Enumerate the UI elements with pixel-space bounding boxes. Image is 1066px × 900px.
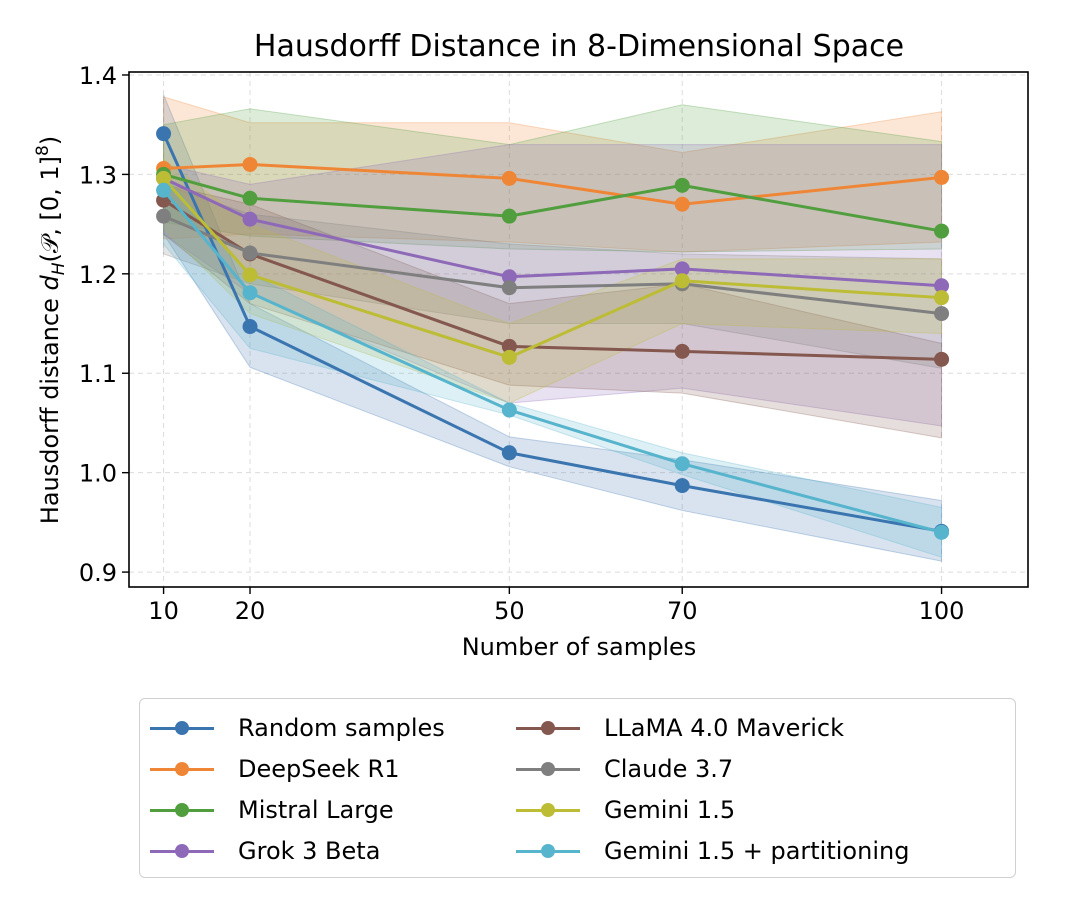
chart-title: Hausdorff Distance in 8-Dimensional Spac… [254,29,904,64]
y-axis-label: Hausdorff distance dH(𝒫, [0, 1]8) [33,136,69,524]
point-deepseek-r1 [242,156,258,172]
x-axis-label: Number of samples [462,633,697,660]
legend-swatch-icon [150,759,214,779]
legend-label: Grok 3 Beta [238,836,381,865]
legend-label: Random samples [238,713,445,742]
legend-label: Mistral Large [238,795,394,824]
point-claude-3-7 [934,306,950,322]
point-deepseek-r1 [934,169,950,185]
legend-label: Gemini 1.5 [604,795,736,824]
point-gemini-1-5 [674,273,690,289]
x-tick-label: 10 [148,597,179,625]
y-tick-label: 1.2 [79,261,117,289]
plot-frame [128,71,1029,588]
legend-swatch-icon [516,759,580,779]
point-claude-3-7 [501,280,517,296]
legend-item: Claude 3.7 [506,748,909,789]
x-axis-ticks: 10 20 50 70 100 [148,587,964,625]
legend-label: LLaMA 4.0 Maverick [604,713,845,742]
legend-column-right: LLaMA 4.0 Maverick Claude 3.7 Gemini 1.5 Ge… [506,707,909,871]
legend-swatch-icon [150,800,214,820]
band-mistral-large [163,104,943,253]
y-tick-label: 1.0 [79,460,117,488]
series-gemini-1-5 [156,170,950,365]
series-lines [156,126,950,540]
point-random-samples [156,126,172,142]
legend-item: Mistral Large [140,789,445,830]
legend-column-left: Random samples DeepSeek R1 Mistral Large Gr… [140,707,445,871]
legend-item: Grok 3 Beta [140,830,445,871]
point-gemini-1-5 [501,349,517,365]
legend-label: DeepSeek R1 [238,754,400,783]
point-grok-3-beta [934,278,950,294]
chart: Hausdorff Distance in 8-Dimensional Spac… [33,29,1029,660]
y-tick-label: 0.9 [79,559,117,587]
y-axis-ticks: 0.9 1.0 1.1 1.2 1.3 1.4 [79,62,129,587]
point-deepseek-r1 [674,196,690,212]
point-llama-4-0-maverick [934,351,950,367]
point-grok-3-beta [674,261,690,277]
point-random-samples [674,478,690,494]
point-gemini-1-5-partitioning [501,402,517,418]
point-claude-3-7 [156,208,172,224]
legend-swatch-icon [150,718,214,738]
legend-swatch-icon [516,718,580,738]
legend-marker-icon [541,843,555,858]
legend-label: Claude 3.7 [604,754,734,783]
y-axis-label-close: ) [36,136,64,145]
band-random-samples [163,94,943,562]
legend-marker-icon [175,802,189,817]
legend-marker-icon [175,720,189,735]
series-gemini-1-5-partitioning [156,182,950,540]
point-gemini-1-5-partitioning [674,456,690,472]
point-random-samples [501,445,517,461]
band-llama-4-0-maverick [163,183,943,439]
x-tick-label: 70 [667,597,698,625]
legend-item: Random samples [140,707,445,748]
point-gemini-1-5-partitioning [934,524,950,540]
y-axis-label-suffix: (𝒫, [0, 1] [36,156,64,262]
point-deepseek-r1 [501,170,517,186]
legend-marker-icon [541,802,555,817]
point-gemini-1-5 [242,267,258,283]
point-grok-3-beta [242,211,258,227]
point-gemini-1-5-partitioning [156,182,172,198]
point-mistral-large [674,177,690,193]
x-tick-label: 100 [919,597,965,625]
legend-marker-icon [541,720,555,735]
legend-item: DeepSeek R1 [140,748,445,789]
y-tick-label: 1.4 [79,62,117,90]
legend-marker-icon [175,761,189,776]
y-tick-label: 1.3 [79,161,117,189]
legend-item: Gemini 1.5 [506,789,909,830]
point-mistral-large [934,223,950,239]
x-tick-label: 20 [235,597,266,625]
point-llama-4-0-maverick [501,338,517,354]
point-gemini-1-5-partitioning [242,285,258,301]
legend-item: LLaMA 4.0 Maverick [506,707,909,748]
legend-swatch-icon [150,841,214,861]
y-tick-label: 1.1 [79,360,117,388]
point-llama-4-0-maverick [674,343,690,359]
legend: Random samples DeepSeek R1 Mistral Large Gr… [139,698,1016,878]
point-random-samples [242,319,258,335]
point-mistral-large [501,208,517,224]
legend-swatch-icon [516,800,580,820]
x-tick-label: 50 [494,597,525,625]
legend-marker-icon [541,761,555,776]
y-axis-label-prefix: Hausdorff distance [36,290,64,524]
point-mistral-large [242,190,258,206]
point-gemini-1-5 [934,290,950,306]
point-claude-3-7 [242,245,258,261]
point-gemini-1-5 [156,170,172,186]
y-axis-label-math: d [36,274,64,290]
legend-marker-icon [175,843,189,858]
point-grok-3-beta [501,269,517,285]
y-axis-label-sup: 8 [33,145,53,156]
legend-label: Gemini 1.5 + partitioning [604,836,910,865]
y-axis-label-sub: H [49,262,69,275]
legend-item: Gemini 1.5 + partitioning [506,830,909,871]
legend-swatch-icon [516,841,580,861]
